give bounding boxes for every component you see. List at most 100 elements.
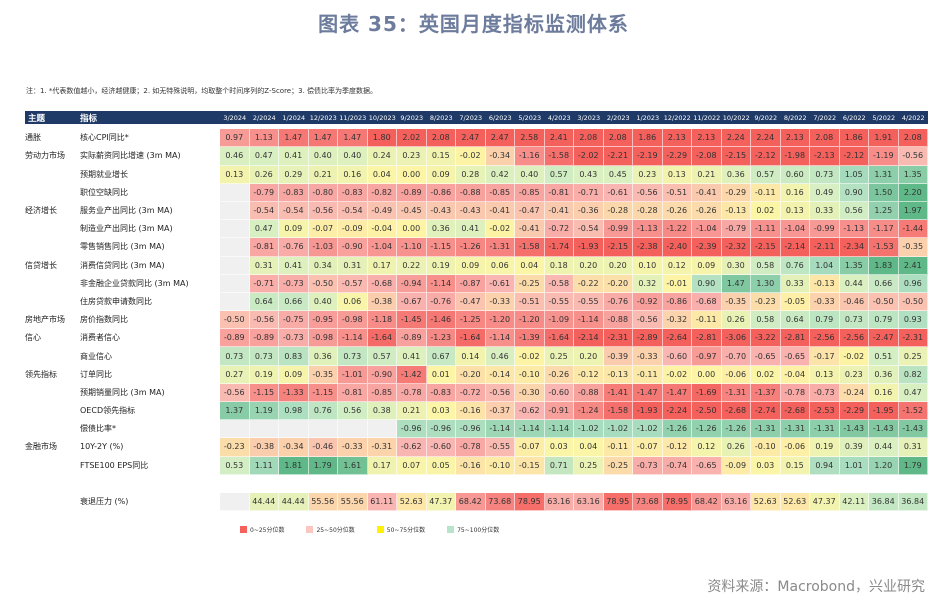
heatmap-cell: -0.10	[515, 365, 545, 384]
heatmap-cell: 1.19	[249, 402, 279, 421]
heatmap-cell: -1.26	[456, 238, 486, 257]
heatmap-cell: 0.73	[810, 165, 840, 184]
heatmap-cell: -0.11	[751, 183, 781, 202]
column-header: 6/2022	[839, 111, 869, 124]
heatmap-cell: 0.17	[367, 256, 397, 275]
row-theme	[25, 166, 80, 184]
heatmap-cell: 1.47	[308, 129, 338, 148]
heatmap-cell: -0.38	[249, 438, 279, 457]
heatmap-cell	[367, 420, 397, 439]
heatmap-cell: -0.89	[397, 183, 427, 202]
legend-item: 0~25分位数	[240, 525, 284, 534]
heatmap-cell: 2.58	[515, 129, 545, 148]
heatmap-cell: 0.06	[485, 256, 515, 275]
heatmap-cell: -2.68	[721, 402, 751, 421]
heatmap-cell: 0.41	[279, 147, 309, 166]
heatmap-cell: 0.28	[456, 165, 486, 184]
heatmap-cell: 0.67	[426, 347, 456, 366]
heatmap-cell: 0.76	[780, 256, 810, 275]
row-indicator: 预期销量同比 (3m MA)	[80, 384, 220, 402]
heatmap-cell: -3.06	[721, 329, 751, 348]
heatmap-cell: -0.56	[898, 147, 928, 166]
heatmap-cell: -0.46	[839, 292, 869, 312]
heatmap-cell: 0.24	[367, 147, 397, 166]
heatmap-cell: 0.16	[869, 383, 899, 402]
heatmap-cell: -0.02	[839, 347, 869, 366]
legend-label: 50~75分位数	[386, 527, 426, 534]
heatmap-cell: -0.92	[633, 292, 663, 312]
heatmap-cell: -1.26	[662, 420, 692, 439]
row-indicator: 10Y-2Y (%)	[80, 438, 220, 457]
heatmap-cell: 0.57	[751, 165, 781, 184]
heatmap-cell: -0.95	[308, 311, 338, 330]
column-header: 2/2024	[249, 111, 279, 124]
heatmap-cell: 0.29	[279, 165, 309, 184]
summary-cell: 63.16	[544, 492, 574, 512]
heatmap-cell: 0.96	[898, 274, 928, 293]
heatmap-cell: -0.14	[485, 365, 515, 384]
heatmap-cell: 0.04	[515, 256, 545, 275]
heatmap-cell: 2.13	[662, 129, 692, 148]
heatmap-cell: -0.12	[574, 365, 604, 384]
heatmap-cell: 0.20	[574, 347, 604, 366]
heatmap-cell: 0.93	[898, 311, 928, 330]
summary-cell: 63.16	[721, 492, 751, 512]
heatmap-cell: 0.79	[810, 311, 840, 330]
heatmap-cell: 0.13	[220, 165, 250, 184]
heatmap-cell: 0.66	[279, 292, 309, 312]
heatmap-cell: 0.06	[338, 292, 368, 312]
heatmap-cell: -1.22	[662, 220, 692, 239]
heatmap-cell: -1.04	[692, 220, 722, 239]
heatmap-cell: 2.47	[485, 129, 515, 148]
heatmap-cell: -1.37	[751, 383, 781, 402]
heatmap-cell: -1.16	[515, 147, 545, 166]
heatmap-cell: -1.93	[633, 402, 663, 421]
heatmap-cell: 0.26	[249, 165, 279, 184]
heatmap-cell: 0.31	[338, 256, 368, 275]
heatmap-cell: -2.53	[810, 402, 840, 421]
heatmap-cell: 0.76	[308, 402, 338, 421]
heatmap-cell: -0.86	[662, 292, 692, 312]
heatmap-cell: -1.31	[751, 420, 781, 439]
heatmap-cell: 0.56	[839, 201, 869, 221]
legend-label: 25~50分位数	[316, 527, 355, 534]
column-header: 3/2024	[220, 111, 250, 124]
heatmap-cell: -0.25	[603, 456, 633, 475]
heatmap-cell: 0.14	[456, 347, 486, 366]
row-indicator: 房价指数同比	[80, 311, 220, 330]
heatmap-cell: 0.15	[780, 456, 810, 475]
heatmap-cell: 0.73	[839, 311, 869, 330]
heatmap-cell: 0.00	[397, 220, 427, 239]
heatmap-cell: -1.47	[633, 383, 663, 402]
heatmap-cell	[220, 256, 250, 275]
heatmap-cell: -0.26	[662, 201, 692, 221]
heatmap-cell: -1.26	[692, 420, 722, 439]
heatmap-cell: 1.86	[839, 129, 869, 148]
column-header: 5/2022	[869, 111, 899, 124]
heatmap-cell: -0.54	[338, 201, 368, 221]
heatmap-cell: -0.26	[692, 201, 722, 221]
legend-swatch	[447, 526, 455, 533]
heatmap-cell	[279, 420, 309, 439]
heatmap-cell: -1.14	[485, 329, 515, 348]
heatmap-cell: -0.02	[456, 147, 486, 166]
legend-swatch	[240, 526, 247, 533]
heatmap-cell: -2.81	[780, 329, 810, 348]
row-indicator: 商业信心	[80, 347, 220, 366]
summary-cell: 47.37	[810, 492, 840, 512]
heatmap-cell: -1.98	[780, 147, 810, 166]
row-theme	[25, 384, 80, 402]
heatmap-cell: -0.83	[426, 383, 456, 402]
heatmap-cell: -0.43	[456, 201, 486, 221]
legend-item: 75~100分位数	[447, 525, 499, 534]
column-header: 1/2024	[279, 111, 309, 124]
heatmap-cell: 1.79	[308, 456, 338, 475]
heatmap-cell: -1.20	[515, 311, 545, 330]
heatmap-cell: -0.73	[279, 329, 309, 348]
heatmap-cell: 2.20	[898, 183, 928, 202]
heatmap-cell: -0.33	[485, 292, 515, 312]
legend: 0~25分位数 25~50分位数 50~75分位数 75~100分位数	[240, 525, 499, 534]
heatmap-cell: -1.03	[308, 238, 338, 257]
heatmap-cell: 0.09	[426, 165, 456, 184]
summary-cell: 61.11	[367, 492, 397, 512]
